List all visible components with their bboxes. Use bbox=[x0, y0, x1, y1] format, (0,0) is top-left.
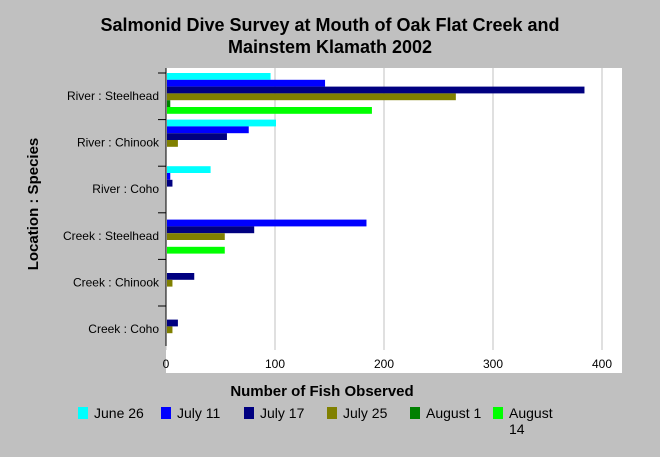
legend-swatch bbox=[327, 407, 337, 419]
y-tick-label: Creek : Coho bbox=[88, 322, 159, 336]
legend-item: July 25 bbox=[327, 405, 406, 437]
chart-title: Salmonid Dive Survey at Mouth of Oak Fla… bbox=[0, 14, 660, 58]
bar bbox=[167, 86, 585, 94]
x-tick-label: 400 bbox=[592, 357, 612, 371]
legend-swatch bbox=[410, 407, 420, 419]
bar bbox=[167, 107, 372, 114]
y-tick-label: Creek : Steelhead bbox=[63, 229, 159, 243]
bar bbox=[167, 79, 326, 87]
bar bbox=[167, 119, 276, 127]
legend-label: July 17 bbox=[260, 405, 305, 421]
bar bbox=[167, 173, 171, 180]
y-tick-label: River : Coho bbox=[92, 182, 159, 196]
legend-swatch bbox=[244, 407, 254, 419]
bar bbox=[167, 93, 456, 101]
y-ticks: River : Steelhead River : Chinook River : … bbox=[63, 72, 166, 336]
legend-item: July 11 bbox=[161, 405, 240, 437]
legend: June 26 July 11 July 17 July 25 August 1 Augu… bbox=[78, 405, 638, 437]
bar bbox=[167, 166, 211, 173]
gridlines bbox=[274, 68, 603, 346]
bar bbox=[167, 133, 227, 140]
legend-swatch bbox=[493, 407, 503, 419]
bars bbox=[167, 73, 585, 334]
chart-title-line-2: Mainstem Klamath 2002 bbox=[227, 37, 433, 57]
y-tick-label: Creek : Chinook bbox=[73, 275, 160, 289]
bar bbox=[167, 73, 271, 80]
legend-label: June 26 bbox=[94, 405, 144, 421]
bar bbox=[167, 179, 173, 187]
legend-label: August 14 bbox=[509, 405, 553, 437]
x-axis-label: Number of Fish Observed bbox=[230, 383, 413, 400]
x-tick-label: 0 bbox=[163, 357, 170, 371]
legend-label: July 11 bbox=[177, 405, 221, 421]
bar bbox=[167, 233, 225, 240]
bar bbox=[167, 246, 225, 254]
legend-label: August 1 bbox=[426, 405, 482, 421]
x-tick-label: 200 bbox=[374, 357, 394, 371]
bar bbox=[167, 279, 173, 287]
bar bbox=[167, 140, 178, 147]
bar bbox=[167, 126, 249, 134]
legend-swatch bbox=[78, 407, 88, 419]
chart-title-line-1: Salmonid Dive Survey at Mouth of Oak Fla… bbox=[100, 15, 560, 35]
legend-label: July 25 bbox=[343, 405, 388, 421]
bar bbox=[167, 219, 367, 227]
legend-item: August 14 bbox=[493, 405, 572, 437]
x-tick-label: 300 bbox=[483, 357, 503, 371]
bar bbox=[167, 273, 195, 280]
bar bbox=[167, 326, 173, 334]
legend-swatch bbox=[161, 407, 171, 419]
legend-item: June 26 bbox=[78, 405, 157, 437]
x-ticks: 0 100 200 300 400 bbox=[163, 346, 612, 371]
y-tick-label: River : Steelhead bbox=[67, 89, 159, 103]
y-axis-label: Location : Species bbox=[25, 138, 42, 271]
bar bbox=[167, 226, 255, 234]
bar bbox=[167, 100, 171, 107]
bar bbox=[167, 319, 178, 327]
legend-item: August 1 bbox=[410, 405, 489, 437]
y-tick-label: River : Chinook bbox=[77, 136, 160, 150]
x-tick-label: 100 bbox=[265, 357, 285, 371]
legend-item: July 17 bbox=[244, 405, 323, 437]
